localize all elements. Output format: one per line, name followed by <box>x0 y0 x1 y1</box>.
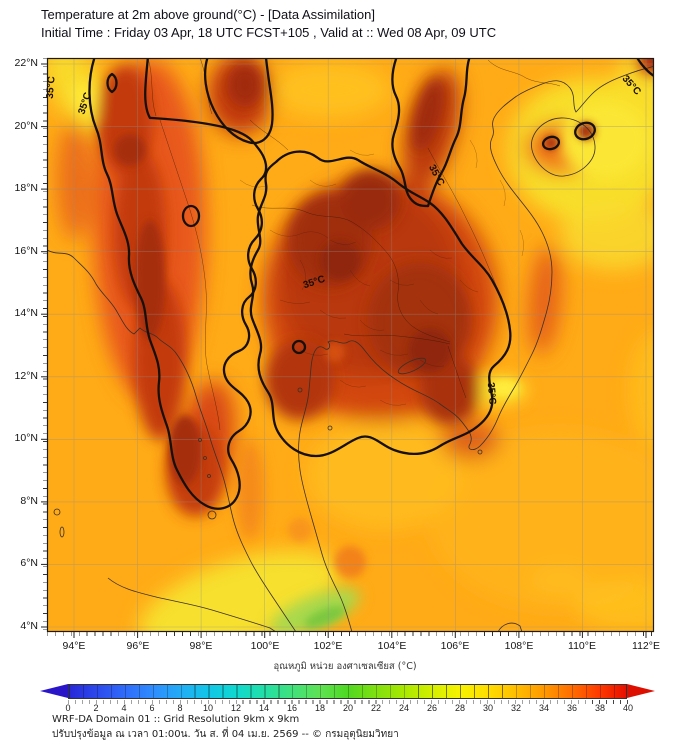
footer-update-info: ปรับปรุงข้อมูล ณ เวลา 01:00น. วัน ส. ที่… <box>52 729 399 740</box>
colorbar-tick-label: 38 <box>594 703 605 713</box>
colorbar-tick-label: 32 <box>510 703 521 713</box>
colorbar-tick-label: 10 <box>202 703 213 713</box>
colorbar-tick-label: 2 <box>93 703 99 713</box>
y-axis-minor-ticks <box>43 58 47 632</box>
temperature-field <box>47 58 654 632</box>
lon-tick-label: 106°E <box>440 640 470 652</box>
colorbar-tick-label: 8 <box>177 703 183 713</box>
title-block: Temperature at 2m above ground(°C) - [Da… <box>41 6 496 42</box>
contour-label: 35°C <box>484 381 498 406</box>
colorbar-tick-label: 6 <box>149 703 155 713</box>
lon-tick-label: 102°E <box>313 640 343 652</box>
lat-tick-label: 16°N <box>14 245 38 257</box>
colorbar-tick-label: 18 <box>314 703 325 713</box>
footer-domain-info: WRF-DA Domain 01 :: Grid Resolution 9km … <box>52 714 300 725</box>
map-border <box>46 57 655 633</box>
lon-tick-label: 96°E <box>126 640 150 652</box>
lon-tick-label: 104°E <box>377 640 407 652</box>
lon-tick-label: 94°E <box>62 640 86 652</box>
lat-tick-label: 4°N <box>20 620 38 632</box>
lon-tick-label: 100°E <box>250 640 280 652</box>
page-subtitle: Initial Time : Friday 03 Apr, 18 UTC FCS… <box>41 25 497 40</box>
colorbar-tick-label: 40 <box>622 703 633 713</box>
colorbar-overflow-arrow <box>627 684 655 698</box>
lat-tick-label: 12°N <box>14 370 38 382</box>
lat-tick-label: 18°N <box>14 182 38 194</box>
colorbar-title: อุณหภูมิ หน่วย องศาเซลเซียส (°C) <box>273 661 417 672</box>
graticule <box>47 58 654 632</box>
lat-tick-label: 22°N <box>14 57 38 69</box>
colorbar <box>68 684 627 699</box>
colorbar-tick-label: 22 <box>370 703 381 713</box>
lon-tick-label: 110°E <box>568 640 596 652</box>
lat-tick-label: 10°N <box>14 432 38 444</box>
colorbar-minor-ticks <box>68 700 628 704</box>
footer-block: WRF-DA Domain 01 :: Grid Resolution 9km … <box>52 712 399 742</box>
x-axis-minor-ticks <box>47 632 654 636</box>
lat-tick-label: 6°N <box>20 557 38 569</box>
colorbar-underflow-arrow <box>40 684 68 698</box>
colorbar-tick-label: 16 <box>286 703 297 713</box>
colorbar-tick-label: 4 <box>121 703 127 713</box>
colorbar-tick-label: 24 <box>398 703 409 713</box>
colorbar-tick-label: 20 <box>342 703 353 713</box>
colorbar-tick-label: 30 <box>482 703 493 713</box>
lat-tick-label: 20°N <box>14 120 38 132</box>
colorbar-tick-label: 34 <box>538 703 549 713</box>
colorbar-tick-label: 12 <box>230 703 241 713</box>
lon-tick-label: 108°E <box>504 640 534 652</box>
colorbar-tick-label: 28 <box>454 703 465 713</box>
lat-tick-label: 8°N <box>20 495 38 507</box>
colorbar-tick-label: 14 <box>258 703 269 713</box>
contour-label: 35°C <box>44 75 58 100</box>
page-title: Temperature at 2m above ground(°C) - [Da… <box>41 7 375 22</box>
lon-tick-label: 98°E <box>189 640 213 652</box>
colorbar-tick-label: 0 <box>65 703 71 713</box>
colorbar-tick-label: 26 <box>426 703 437 713</box>
lat-tick-label: 14°N <box>14 307 38 319</box>
lon-tick-label: 112°E <box>632 640 660 652</box>
colorbar-tick-label: 36 <box>566 703 577 713</box>
